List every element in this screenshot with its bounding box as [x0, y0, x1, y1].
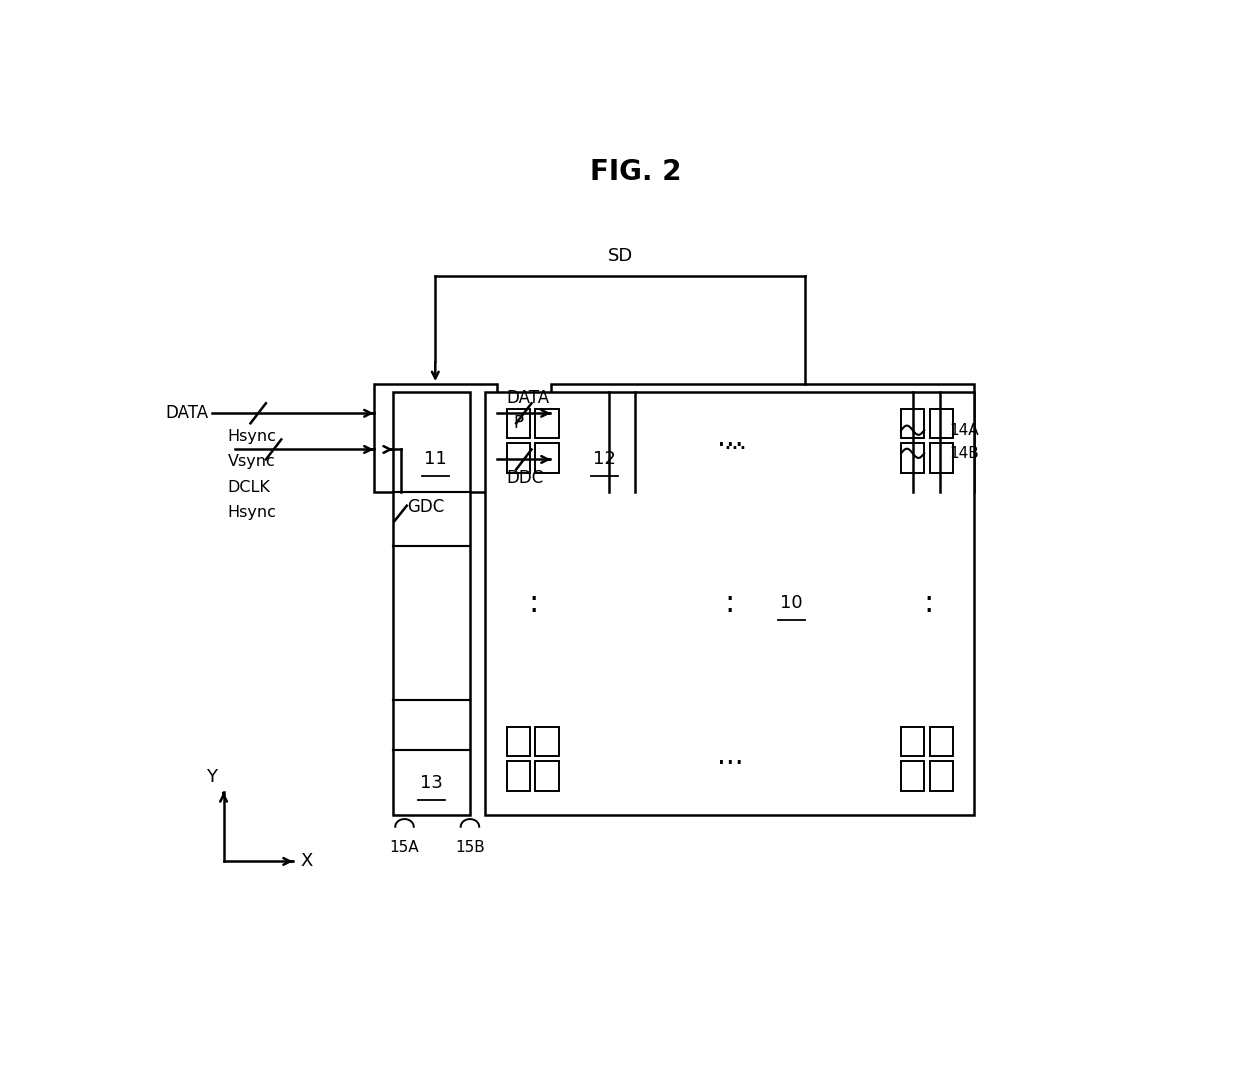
- Text: ...: ...: [717, 424, 743, 452]
- Text: Vsync: Vsync: [227, 454, 275, 469]
- Bar: [536, 408, 558, 438]
- Bar: [930, 726, 952, 756]
- Text: :: :: [923, 589, 934, 617]
- Text: Hsync: Hsync: [227, 505, 277, 521]
- Text: X: X: [300, 853, 312, 870]
- Bar: [901, 408, 924, 438]
- Text: DATA: DATA: [506, 389, 549, 407]
- Text: Hsync: Hsync: [227, 429, 277, 444]
- Text: :: :: [724, 589, 735, 617]
- Text: SD: SD: [608, 247, 632, 265]
- Text: 14A: 14A: [949, 423, 978, 438]
- Bar: [485, 392, 975, 816]
- Bar: [507, 726, 529, 756]
- Text: ...: ...: [717, 742, 743, 770]
- Bar: [373, 384, 497, 492]
- Text: 10: 10: [780, 595, 802, 612]
- Text: 15A: 15A: [389, 840, 419, 855]
- Bar: [507, 761, 529, 791]
- Text: FIG. 2: FIG. 2: [590, 158, 681, 186]
- Text: 12: 12: [593, 451, 616, 468]
- Bar: [536, 761, 558, 791]
- Text: DDC: DDC: [506, 468, 543, 487]
- Text: GDC: GDC: [407, 498, 444, 516]
- Text: Y: Y: [207, 768, 217, 786]
- Text: 14B: 14B: [949, 445, 978, 461]
- Text: ...: ...: [724, 430, 748, 454]
- Bar: [901, 726, 924, 756]
- Text: :: :: [528, 589, 539, 617]
- Bar: [536, 726, 558, 756]
- Text: DATA: DATA: [165, 404, 208, 423]
- Bar: [507, 443, 529, 473]
- Bar: [901, 761, 924, 791]
- Bar: [930, 761, 952, 791]
- Text: 11: 11: [424, 451, 446, 468]
- Bar: [507, 408, 529, 438]
- Bar: [901, 443, 924, 473]
- Text: DCLK: DCLK: [227, 479, 270, 494]
- Bar: [551, 384, 975, 492]
- Text: 15B: 15B: [455, 840, 485, 855]
- Text: 13: 13: [420, 774, 443, 792]
- Text: P: P: [513, 414, 523, 432]
- Bar: [930, 443, 952, 473]
- Bar: [930, 408, 952, 438]
- Bar: [393, 392, 470, 816]
- Bar: [536, 443, 558, 473]
